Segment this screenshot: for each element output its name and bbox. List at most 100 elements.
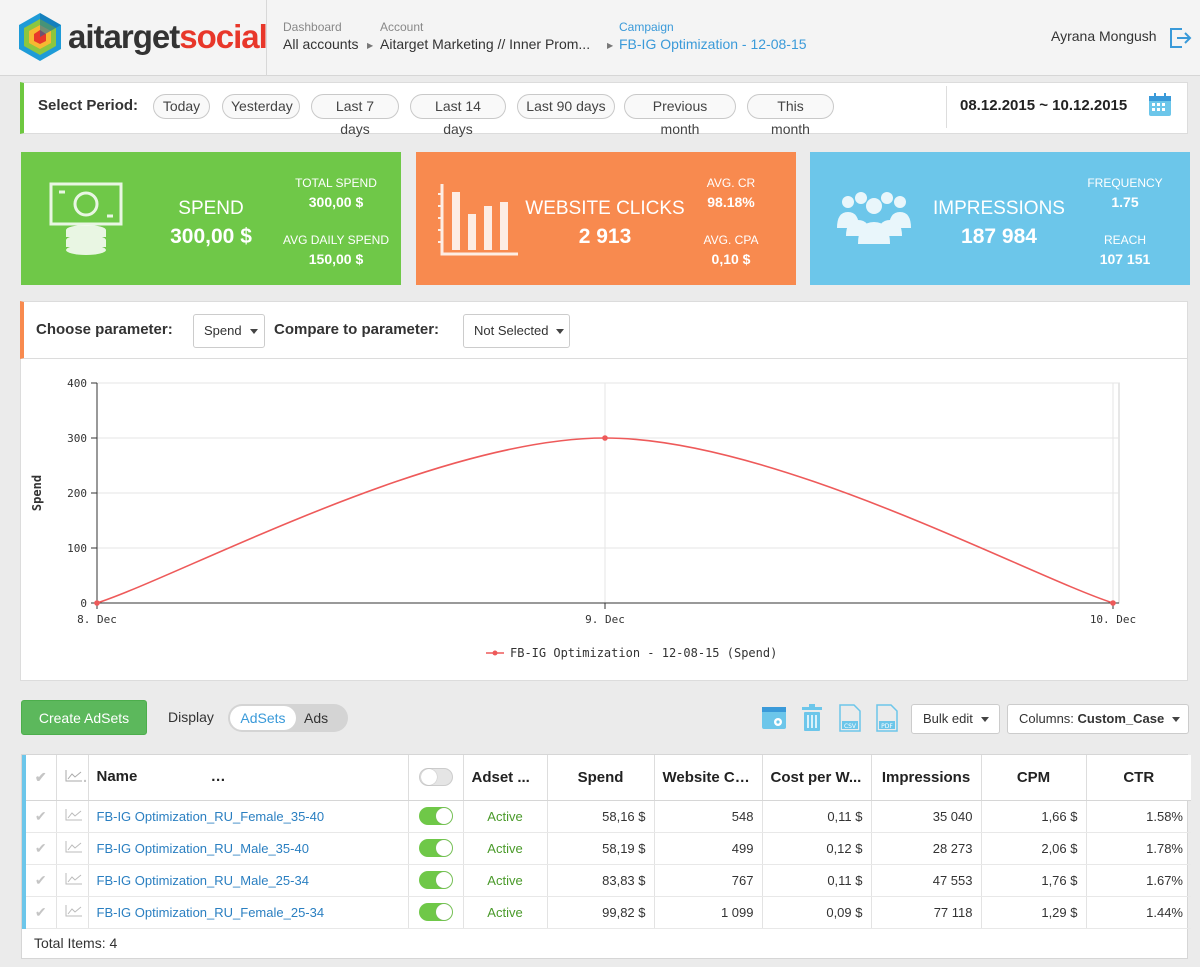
website-clicks-cell: 767 — [654, 864, 763, 897]
adset-name-link[interactable]: FB-IG Optimization_RU_Female_25-34 — [88, 896, 409, 929]
table-row[interactable]: ✔ FB-IG Optimization_RU_Female_25-34 Activ… — [22, 896, 1191, 929]
impressions-cell: 47 553 — [871, 864, 982, 897]
row-status-toggle[interactable] — [408, 896, 464, 929]
columns-label: Columns: — [1019, 711, 1074, 726]
bulk-edit-dropdown[interactable]: Bulk edit — [911, 704, 1000, 734]
toggle-switch[interactable] — [418, 807, 453, 825]
logo[interactable]: aitargetsocial — [18, 12, 268, 62]
display-adsets-option[interactable]: AdSets — [230, 706, 296, 730]
period-last14-button[interactable]: Last 14 days — [410, 94, 506, 137]
column-header-adset-status[interactable]: Adset ... — [463, 755, 548, 801]
period-this-month-button[interactable]: This month — [747, 94, 834, 137]
website-clicks-card: WEBSITE CLICKS 2 913 AVG. CR 98.18% AVG.… — [416, 152, 796, 285]
ctr-cell: 1.67% — [1086, 864, 1191, 897]
table-row[interactable]: ✔ FB-IG Optimization_RU_Female_35-40 Activ… — [22, 800, 1191, 833]
breadcrumb-arrow-icon: ▶ — [367, 41, 374, 50]
calendar-icon[interactable] — [1148, 93, 1172, 117]
date-range[interactable]: 08.12.2015 ~ 10.12.2015 — [960, 97, 1128, 114]
website-clicks-value: 2 913 — [578, 225, 632, 248]
check-icon: ✔ — [34, 839, 47, 856]
breadcrumb-value: All accounts — [283, 36, 359, 52]
search-input[interactable] — [210, 761, 361, 794]
data-point[interactable] — [1110, 600, 1116, 606]
column-header-name-label: Name — [96, 768, 138, 786]
row-status-toggle[interactable] — [408, 832, 464, 865]
table-row[interactable]: ✔ FB-IG Optimization_RU_Male_25-34 Active 8… — [22, 864, 1191, 897]
row-checkbox[interactable]: ✔ — [22, 864, 57, 897]
toggle-switch[interactable] — [418, 839, 453, 857]
choose-parameter-dropdown[interactable]: Spend — [193, 314, 265, 348]
user-name[interactable]: Ayrana Mongush — [1051, 28, 1157, 44]
columns-dropdown[interactable]: Columns: Custom_Case — [1007, 704, 1189, 734]
bar-chart-icon — [438, 184, 518, 256]
compare-parameter-dropdown[interactable]: Not Selected — [463, 314, 570, 348]
mini-chart-icon — [65, 809, 82, 821]
period-last90-button[interactable]: Last 90 days — [517, 94, 615, 119]
display-ads-option[interactable]: Ads — [304, 710, 329, 726]
avg-cr-value: 98.18% — [707, 194, 755, 210]
status-cell: Active — [463, 896, 548, 929]
settings-window-icon[interactable] — [761, 704, 787, 732]
status-toggle-all[interactable] — [408, 755, 464, 801]
avg-cr-label: AVG. CR — [706, 176, 756, 190]
csv-file-icon[interactable]: CSV — [837, 704, 863, 732]
ctr-cell: 1.44% — [1086, 896, 1191, 929]
breadcrumb-caption: Campaign — [619, 20, 674, 34]
column-header-spend[interactable]: Spend — [547, 755, 655, 801]
period-last7-button[interactable]: Last 7 days — [311, 94, 399, 137]
spend-card: SPEND 300,00 $ TOTAL SPEND 300,00 $ AVG … — [21, 152, 401, 285]
row-checkbox[interactable]: ✔ — [22, 800, 57, 833]
row-status-toggle[interactable] — [408, 800, 464, 833]
create-adsets-button[interactable]: Create AdSets — [21, 700, 147, 735]
row-chart-toggle[interactable] — [56, 800, 89, 833]
trash-icon[interactable] — [799, 704, 825, 732]
data-point[interactable] — [94, 600, 100, 606]
adset-name-link[interactable]: FB-IG Optimization_RU_Male_25-34 — [88, 864, 409, 897]
breadcrumb-account[interactable]: Account Aitarget Marketing // Inner Prom… — [380, 20, 590, 52]
table-row[interactable]: ✔ FB-IG Optimization_RU_Male_35-40 Active 5… — [22, 832, 1191, 865]
mini-chart-icon — [65, 841, 82, 853]
frequency-label: FREQUENCY — [1087, 176, 1163, 190]
breadcrumb-caption: Account — [380, 20, 424, 34]
spend-cell: 99,82 $ — [547, 896, 655, 929]
pdf-file-icon[interactable]: PDF — [874, 704, 900, 732]
period-previous-month-button[interactable]: Previous month — [624, 94, 736, 137]
breadcrumb-dashboard[interactable]: Dashboard All accounts — [283, 20, 358, 52]
column-header-cpm[interactable]: CPM — [981, 755, 1087, 801]
data-point[interactable] — [602, 435, 608, 441]
y-axis-label: Spend — [30, 475, 44, 511]
period-yesterday-button[interactable]: Yesterday — [222, 94, 300, 119]
chart-toggle-header[interactable] — [56, 755, 89, 801]
select-all-checkbox[interactable]: ✔ — [22, 755, 57, 801]
adset-name-link[interactable]: FB-IG Optimization_RU_Female_35-40 — [88, 800, 409, 833]
toggle-switch[interactable] — [418, 903, 453, 921]
website-clicks-cell: 1 099 — [654, 896, 763, 929]
column-header-impressions[interactable]: Impressions — [871, 755, 982, 801]
column-header-website-clicks[interactable]: Website Cli... — [654, 755, 763, 801]
column-header-ctr[interactable]: CTR — [1086, 755, 1191, 801]
cost-per-click-cell: 0,11 $ — [762, 800, 872, 833]
breadcrumb-campaign[interactable]: Campaign FB-IG Optimization - 12-08-15 — [619, 20, 807, 52]
chevron-down-icon — [1172, 717, 1181, 723]
column-header-name[interactable]: Name — [88, 755, 409, 801]
chart-legend[interactable]: FB-IG Optimization - 12-08-15 (Spend) — [486, 646, 777, 660]
column-header-cost-per-click[interactable]: Cost per W... — [762, 755, 872, 801]
toggle-switch[interactable] — [418, 768, 453, 787]
row-chart-toggle[interactable] — [56, 896, 89, 929]
search-button[interactable] — [360, 761, 401, 794]
row-chart-toggle[interactable] — [56, 864, 89, 897]
spend-label: SPEND — [178, 198, 244, 219]
row-status-toggle[interactable] — [408, 864, 464, 897]
avg-daily-spend-label: AVG DAILY SPEND — [282, 233, 390, 247]
row-checkbox[interactable]: ✔ — [22, 896, 57, 929]
row-checkbox[interactable]: ✔ — [22, 832, 57, 865]
avg-cpa-value: 0,10 $ — [711, 251, 751, 267]
toggle-switch[interactable] — [418, 871, 453, 889]
period-today-button[interactable]: Today — [153, 94, 210, 119]
chart-panel: 0 100 200 300 400 8. Dec 9. Dec 10. Dec Spend … — [20, 359, 1188, 681]
adset-name-link[interactable]: FB-IG Optimization_RU_Male_35-40 — [88, 832, 409, 865]
logout-icon[interactable] — [1168, 27, 1192, 49]
cost-per-click-cell: 0,12 $ — [762, 832, 872, 865]
display-toggle[interactable]: AdSets Ads — [228, 704, 348, 732]
row-chart-toggle[interactable] — [56, 832, 89, 865]
